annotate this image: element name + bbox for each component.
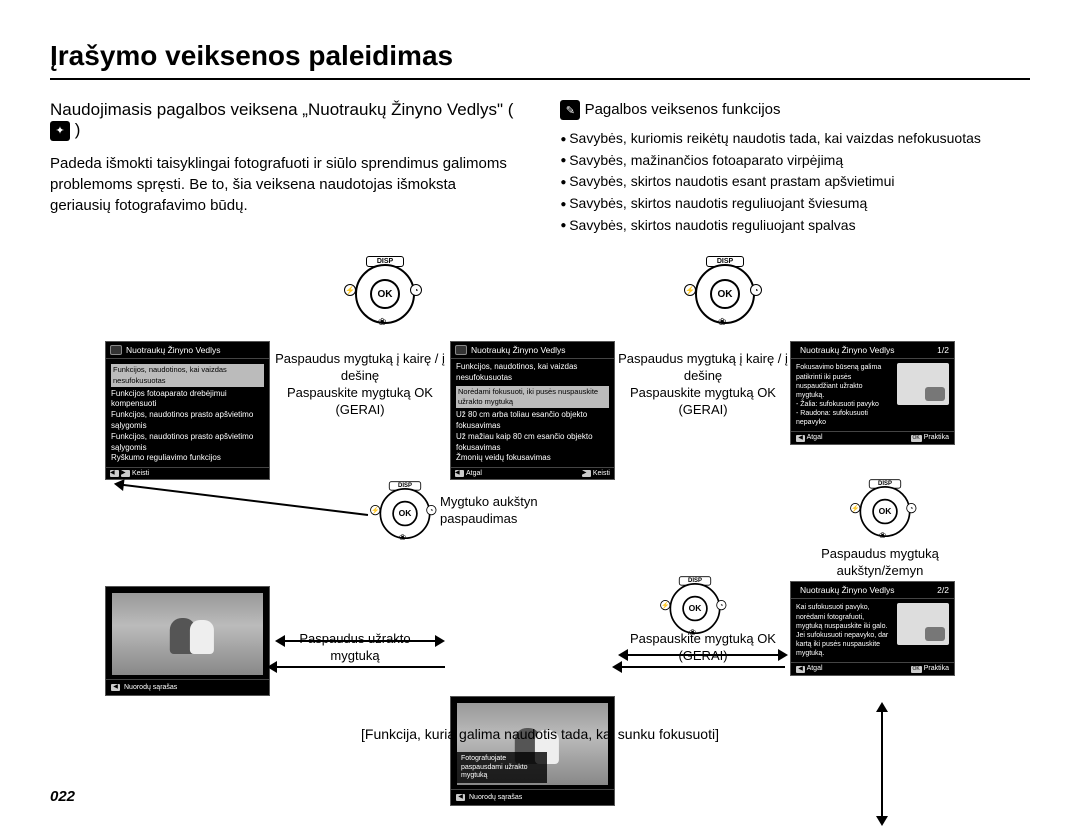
ok-dial-icon: DISP OK ⚡◔ ❀ [665, 577, 725, 637]
mode-description: Padeda išmokti taisyklingai fotografuoti… [50, 153, 520, 216]
lcd-screen-guide: Nuotraukų Žinyno Vedlys1/2 Fokusavimo bū… [790, 341, 955, 445]
mode-subtitle: Naudojimasis pagalbos veiksena „Nuotrauk… [50, 100, 520, 141]
arrow-line [620, 666, 785, 668]
double-arrow-icon [618, 648, 788, 662]
ok-dial-icon: DISP OK ⚡◔ ❀ [350, 256, 420, 326]
arrow-line [122, 484, 368, 516]
ok-dial-icon: DISP OK ⚡◔ ❀ [375, 482, 435, 542]
lcd-screen-menu: Nuotraukų Žinyno Vedlys Funkcijos, naudo… [450, 341, 615, 480]
list-item: Savybės, skirtos naudotis reguliuojant š… [560, 193, 1030, 215]
caption: Paspaudus mygtuką aukštyn/žemyn [805, 546, 955, 580]
functions-list: Savybės, kuriomis reikėtų naudotis tada,… [560, 128, 1030, 236]
list-item: Savybės, skirtos naudotis esant prastam … [560, 171, 1030, 193]
ok-dial-icon: DISP OK ⚡◔ ❀ [855, 480, 915, 540]
illustration-icon [897, 363, 949, 405]
caption: Paspaudus mygtuką į kairę / į dešinę Pas… [275, 351, 445, 419]
camera-icon [110, 345, 122, 355]
caption: Mygtuko aukštyn paspaudimas [440, 494, 570, 528]
illustration-icon [897, 603, 949, 645]
guide-mode-icon: ✦ [50, 121, 70, 141]
arrow-line [275, 666, 445, 668]
functions-title: ✎ Pagalbos veiksenos funkcijos [560, 100, 1030, 120]
page-title: Įrašymo veiksenos paleidimas [50, 40, 1030, 80]
list-item: Savybės, kuriomis reikėtų naudotis tada,… [560, 128, 1030, 150]
double-arrow-icon [275, 634, 445, 648]
lcd-screen-photo: Fotografuojate paspausdami užrakto mygtu… [450, 696, 615, 806]
caption: Paspaudus mygtuką į kairę / į dešinę Pas… [618, 351, 788, 419]
lcd-screen-menu: Nuotraukų Žinyno Vedlys Funkcijos, naudo… [105, 341, 270, 480]
note-icon: ✎ [560, 100, 580, 120]
list-item: Savybės, mažinančios fotoaparato virpėji… [560, 150, 1030, 172]
page-number: 022 [50, 788, 75, 805]
lcd-screen-guide: Nuotraukų Žinyno Vedlys2/2 Kai sufokusuo… [790, 581, 955, 676]
list-item: Savybės, skirtos naudotis reguliuojant s… [560, 215, 1030, 237]
lcd-screen-photo: ◀Nuorodų sąrašas [105, 586, 270, 696]
footer-caption: [Funkcija, kuria galima naudotis tada, k… [50, 716, 1030, 742]
camera-icon [455, 345, 467, 355]
ok-dial-icon: DISP OK ⚡◔ ❀ [690, 256, 760, 326]
